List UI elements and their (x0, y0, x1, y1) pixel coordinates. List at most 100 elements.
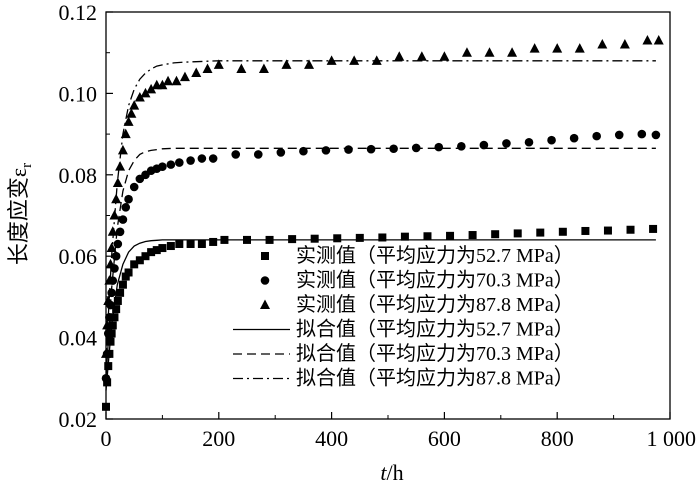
data-point (124, 268, 133, 277)
data-point (411, 143, 421, 153)
data-point (651, 130, 661, 140)
data-point (171, 75, 182, 86)
fit-line-2 (105, 147, 656, 379)
data-point (147, 248, 156, 257)
y-axis-title-subscript: r (19, 163, 35, 168)
data-point (158, 244, 167, 253)
data-point (236, 63, 247, 73)
x-axis-ticks: 0 200 400 600 800 1 000 (101, 412, 697, 451)
data-point (281, 59, 292, 69)
data-point (265, 235, 274, 244)
legend-label: 拟合值（平均应力为70.3 MPa） (296, 342, 574, 365)
data-point (479, 140, 489, 150)
y-axis-title-text: 长度应变ε (6, 168, 31, 265)
data-point (166, 160, 176, 169)
data-point (197, 154, 207, 163)
data-point (186, 156, 195, 165)
legend-label: 拟合值（平均应力为52.7 MPa） (296, 318, 574, 341)
data-point (116, 288, 125, 297)
fit-lines (105, 60, 656, 391)
data-point (120, 128, 131, 139)
data-point (416, 51, 427, 61)
y-tick-label: 0.08 (59, 163, 98, 188)
data-point (491, 230, 500, 239)
data-point (111, 193, 122, 204)
data-point (115, 161, 126, 171)
data-point (529, 43, 540, 53)
data-point (157, 79, 168, 90)
data-point (513, 229, 522, 238)
data-point (158, 162, 167, 171)
data-point (321, 146, 331, 155)
legend-label: 实测值（平均应力为87.8 MPa） (296, 293, 574, 316)
data-point (186, 239, 195, 248)
x-tick-label: 1 000 (647, 426, 697, 451)
data-point (166, 242, 175, 251)
y-axis-title: 长度应变εr (6, 163, 35, 265)
y-axis-ticks: 0.02 0.04 0.06 0.08 0.10 0.12 (59, 0, 113, 432)
data-point (558, 227, 567, 236)
data-point (123, 116, 134, 126)
fit-line-1 (105, 239, 656, 391)
data-point (103, 295, 114, 305)
data-point (619, 39, 630, 49)
data-point (258, 63, 269, 73)
data-point (400, 232, 409, 241)
data-point (653, 34, 664, 45)
x-tick-label: 800 (541, 426, 574, 451)
data-point (130, 260, 139, 269)
measured-series-2 (101, 129, 661, 383)
data-point (140, 87, 151, 98)
data-point (371, 55, 382, 65)
data-point (126, 108, 137, 118)
data-point (592, 131, 601, 141)
data-point (507, 47, 518, 57)
x-tick-label: 200 (202, 426, 235, 451)
data-point (118, 280, 127, 289)
x-tick-label: 400 (315, 426, 348, 451)
x-tick-label: 0 (101, 426, 112, 451)
data-point (191, 67, 202, 78)
y-tick-label: 0.10 (59, 81, 98, 106)
data-point (581, 226, 590, 235)
data-point (129, 182, 139, 192)
data-point (502, 139, 511, 148)
data-point (121, 203, 131, 212)
y-tick-label: 0.02 (59, 407, 98, 432)
data-point (113, 239, 123, 249)
data-point (637, 129, 647, 139)
data-point (129, 100, 140, 110)
data-point (115, 227, 125, 237)
data-point (117, 144, 128, 155)
legend-label: 拟合值（平均应力为87.8 MPa） (296, 367, 574, 390)
data-point (569, 133, 579, 143)
data-point (102, 319, 113, 330)
data-point (111, 251, 121, 261)
legend-marker (260, 276, 270, 285)
x-tick-label: 600 (428, 426, 461, 451)
data-point (175, 158, 184, 167)
data-point (299, 146, 308, 156)
data-point (146, 83, 157, 94)
y-tick-label: 0.04 (59, 326, 98, 351)
data-point (101, 374, 111, 383)
data-point (439, 51, 450, 61)
data-point (574, 43, 585, 53)
legend-marker (261, 252, 269, 260)
data-point (614, 130, 624, 140)
data-point (461, 47, 472, 57)
data-point (231, 150, 241, 159)
data-point (603, 226, 612, 235)
data-point (276, 148, 286, 157)
data-point (649, 224, 658, 233)
data-point (536, 228, 545, 237)
y-tick-label: 0.06 (59, 244, 98, 269)
data-point (423, 232, 432, 241)
data-point (102, 402, 110, 411)
data-point (110, 313, 119, 322)
x-axis-title-italic: t (380, 460, 387, 485)
data-point (197, 239, 206, 248)
data-point (243, 235, 251, 244)
data-point (547, 135, 556, 145)
